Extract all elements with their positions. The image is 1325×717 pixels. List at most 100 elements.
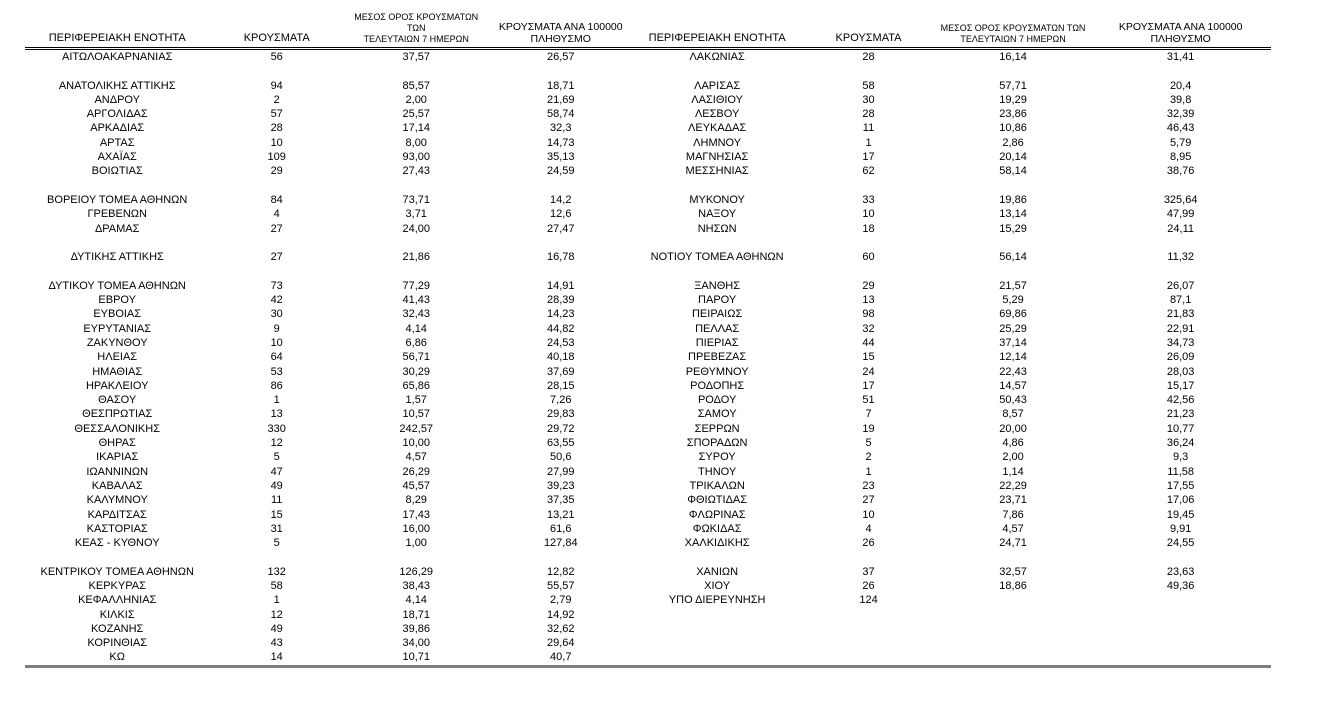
right-region-cell: ΤΡΙΚΑΛΩΝ — [689, 479, 745, 492]
blank-row — [25, 236, 1271, 250]
left-per100k-cell: 2,79 — [550, 594, 572, 607]
right-avg7-cell: 4,57 — [1002, 522, 1024, 535]
left-cases-cell: 109 — [267, 151, 286, 164]
right-cases-cell: 17 — [862, 151, 875, 164]
table-row: ΕΥΡΥΤΑΝΙΑΣ 9 4,14 44,82 ΠΕΛΛΑΣ 32 25,29 22,91 — [25, 322, 1271, 336]
table-row: ΘΗΡΑΣ 12 10,00 63,55 ΣΠΟΡΑΔΩΝ 5 4,86 36,24 — [25, 436, 1271, 450]
right-per100k-cell: 26,09 — [1166, 351, 1195, 364]
left-avg7-cell: 17,14 — [402, 122, 430, 135]
left-cases-cell: 28 — [270, 122, 283, 135]
right-avg7-cell: 23,86 — [999, 108, 1027, 121]
right-cases-cell: 60 — [862, 251, 875, 264]
left-avg7-cell — [344, 179, 489, 193]
right-per100k-cell — [1090, 608, 1271, 622]
left-avg7-cell: 17,43 — [402, 508, 430, 521]
left-per100k-cell: 32,3 — [550, 122, 572, 135]
right-avg7-cell — [936, 593, 1091, 607]
right-per100k-cell: 47,99 — [1166, 208, 1195, 221]
right-cases-cell: 10 — [862, 208, 875, 221]
left-cases-cell: 5 — [273, 451, 280, 464]
left-region-cell: ΖΑΚΥΝΘΟΥ — [86, 336, 148, 349]
right-avg7-cell: 19,86 — [999, 193, 1027, 206]
right-per100k-cell: 17,55 — [1166, 479, 1195, 492]
right-cases-cell: 1 — [865, 465, 872, 478]
left-region-cell: ΚΕΑΣ - ΚΥΘΝΟΥ — [74, 537, 160, 550]
left-per100k-cell: 16,78 — [547, 251, 575, 264]
table-body: ΑΙΤΩΛΟΑΚΑΡΝΑΝΙΑΣ 56 37,57 26,57 ΛΑΚΩΝΙΑΣ 28 16… — [25, 49, 1271, 668]
right-per100k-cell: 24,11 — [1167, 222, 1194, 235]
right-per100k-cell: 11,32 — [1167, 251, 1194, 264]
right-cases-cell: 30 — [862, 93, 875, 106]
table-row: ΗΛΕΙΑΣ 64 56,71 40,18 ΠΡΕΒΕΖΑΣ 15 12,14 26,09 — [25, 350, 1271, 364]
right-avg7-cell: 56,14 — [999, 251, 1027, 264]
right-region-cell: ΠΑΡΟΥ — [698, 294, 737, 307]
right-region-cell: ΦΘΙΩΤΙΔΑΣ — [687, 494, 748, 507]
left-per100k-cell: 29,72 — [547, 422, 575, 435]
left-region-cell: ΑΧΑΪΑΣ — [97, 151, 137, 164]
right-avg7-cell — [936, 636, 1091, 650]
right-region-cell: ΜΥΚΟΝΟΥ — [689, 193, 745, 206]
right-cases-cell — [801, 64, 936, 78]
left-avg7-cell: 93,00 — [402, 151, 430, 164]
left-region-cell: ΚΟΖΑΝΗΣ — [91, 622, 144, 635]
right-cases-cell: 13 — [862, 294, 875, 307]
right-per100k-cell: 46,43 — [1166, 122, 1195, 135]
right-avg7-cell: 69,86 — [999, 308, 1027, 321]
right-region-cell: ΝΗΣΩΝ — [697, 222, 737, 235]
right-avg7-cell: 16,14 — [999, 51, 1027, 63]
left-avg7-cell: 16,00 — [402, 522, 430, 535]
right-per100k-cell — [1090, 622, 1271, 636]
table-row: ΚΑΡΔΙΤΣΑΣ 15 17,43 13,21 ΦΛΩΡΙΝΑΣ 10 7,86 19,45 — [25, 508, 1271, 522]
left-cases-cell — [209, 550, 344, 564]
right-avg7-cell: 22,43 — [999, 365, 1027, 378]
left-per100k-cell: 55,57 — [547, 579, 575, 592]
left-region-cell: ΘΗΡΑΣ — [98, 437, 136, 450]
right-cases-cell: 62 — [862, 165, 875, 178]
right-region-cell: ΠΙΕΡΙΑΣ — [695, 336, 739, 349]
left-avg7-cell: 6,86 — [405, 336, 427, 349]
table-row: ΘΕΣΣΑΛΟΝΙΚΗΣ 330 242,57 29,72 ΣΕΡΡΩΝ 19 20,00 1… — [25, 422, 1271, 436]
right-region-cell — [633, 636, 801, 650]
table-row: ΚΟΡΙΝΘΙΑΣ 43 34,00 29,64 — [25, 636, 1271, 650]
left-region-cell: ΔΥΤΙΚΟΥ ΤΟΜΕΑ ΑΘΗΝΩΝ — [48, 279, 186, 292]
left-cases-cell: 64 — [270, 351, 283, 364]
left-region-cell: ΑΡΚΑΔΙΑΣ — [90, 122, 145, 135]
right-cases-cell: 44 — [862, 336, 875, 349]
left-avg7-cell: 3,71 — [405, 208, 427, 221]
table-row: ΚΕΦΑΛΛΗΝΙΑΣ 1 4,14 2,79 ΥΠΟ ΔΙΕΡΕΥΝΗΣΗ 124 — [25, 593, 1271, 607]
table-row: ΚΑΛΥΜΝΟΥ 11 8,29 37,35 ΦΘΙΩΤΙΔΑΣ 27 23,71 17,06 — [25, 493, 1271, 507]
left-cases-cell: 27 — [270, 222, 283, 235]
left-per100k-cell — [489, 550, 634, 564]
left-cases-cell: 42 — [270, 294, 283, 307]
right-cases-cell: 2 — [865, 451, 872, 464]
left-region-cell: ΗΜΑΘΙΑΣ — [92, 365, 143, 378]
right-cases-cell: 33 — [862, 193, 875, 206]
table-row: ΗΡΑΚΛΕΙΟΥ 86 65,86 28,15 ΡΟΔΟΠΗΣ 17 14,57 15,17 — [25, 379, 1271, 393]
left-per100k-cell: 61,6 — [550, 522, 572, 535]
right-region-cell: ΧΑΛΚΙΔΙΚΗΣ — [684, 537, 750, 550]
left-avg7-cell: 18,71 — [402, 608, 430, 621]
left-region-cell: ΚΑΡΔΙΤΣΑΣ — [87, 508, 147, 521]
left-avg7-cell — [344, 64, 489, 78]
left-avg7-cell — [344, 236, 489, 250]
right-avg7-cell: 5,29 — [1002, 294, 1024, 307]
left-avg7-cell: 2,00 — [405, 93, 427, 106]
right-cases-cell — [801, 179, 936, 193]
table-row: ΑΝΔΡΟΥ 2 2,00 21,69 ΛΑΣΙΘΙΟΥ 30 19,29 39,8 — [25, 93, 1271, 107]
right-region-cell: ΠΕΛΛΑΣ — [695, 322, 740, 335]
right-avg7-cell: 1,14 — [1002, 465, 1024, 478]
right-avg7-cell: 18,86 — [999, 579, 1027, 592]
left-avg7-cell — [344, 264, 489, 278]
left-per100k-cell: 40,18 — [547, 351, 575, 364]
right-region-cell: ΝΑΞΟΥ — [698, 208, 737, 221]
table-row: ΙΩΑΝΝΙΝΩΝ 47 26,29 27,99 ΤΗΝΟΥ 1 1,14 11,58 — [25, 465, 1271, 479]
right-region-cell: ΣΑΜΟΥ — [697, 408, 737, 421]
right-per100k-cell: 24,55 — [1166, 537, 1195, 550]
table-row: ΘΕΣΠΡΩΤΙΑΣ 13 10,57 29,83 ΣΑΜΟΥ 7 8,57 21,23 — [25, 407, 1271, 421]
right-region-cell: ΥΠΟ ΔΙΕΡΕΥΝΗΣΗ — [668, 594, 766, 607]
left-avg7-cell: 4,14 — [405, 594, 427, 607]
left-cases-cell: 49 — [270, 479, 283, 492]
table-row: ΕΥΒΟΙΑΣ 30 32,43 14,23 ΠΕΙΡΑΙΩΣ 98 69,86 21,83 — [25, 307, 1271, 321]
left-region-cell: ΔΥΤΙΚΗΣ ΑΤΤΙΚΗΣ — [70, 251, 164, 264]
right-per100k-cell — [1090, 179, 1271, 193]
